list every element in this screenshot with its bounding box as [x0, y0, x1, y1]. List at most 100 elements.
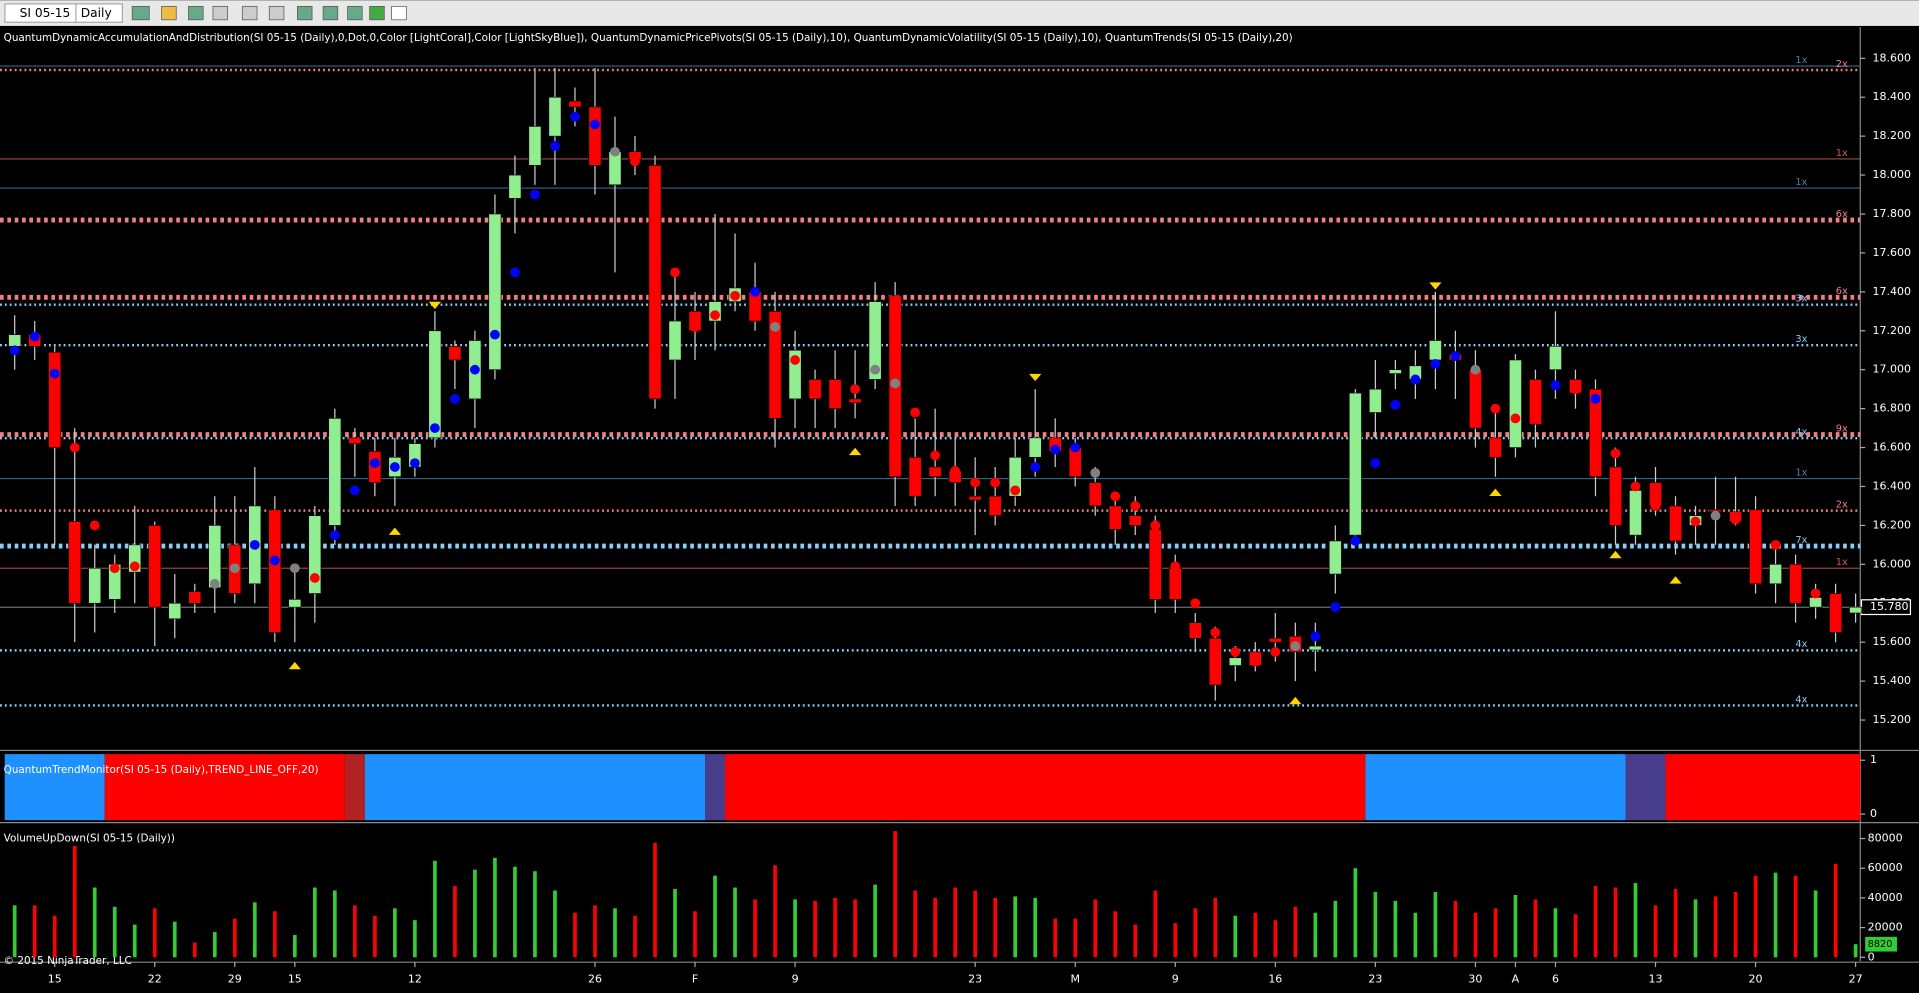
icon[interactable] [212, 5, 229, 21]
volume-bar [1593, 886, 1598, 958]
candle-body [188, 591, 202, 604]
volume-bar [172, 921, 177, 958]
x-tick-label: M [1070, 972, 1080, 985]
x-tick-label: 27 [1849, 972, 1863, 985]
signal-triangle [1609, 550, 1622, 559]
candle-body [768, 311, 782, 419]
candle-body [1749, 509, 1762, 585]
icon[interactable] [161, 5, 177, 21]
icon[interactable] [369, 5, 385, 21]
level-label: 7x [1795, 535, 1807, 546]
candle-body [1509, 359, 1522, 448]
pivot-dot [1410, 374, 1421, 385]
candle-body [288, 599, 302, 608]
volume-bar [1693, 899, 1698, 958]
volume-bar [1053, 918, 1058, 958]
pivot-dot [1390, 399, 1401, 410]
volume-bar [1293, 906, 1298, 958]
icon[interactable] [391, 5, 407, 21]
candle-body [1008, 456, 1022, 497]
pivot-dot [1290, 641, 1301, 651]
candle-body [1108, 505, 1122, 530]
pivot-dot [1310, 631, 1321, 642]
pivot-dot [269, 555, 280, 566]
instrument[interactable]: SI 05-15 [20, 6, 71, 20]
pivot-dot [9, 345, 20, 356]
volume-bar [1353, 868, 1358, 958]
period[interactable]: Daily [81, 6, 112, 20]
volume-bar [1653, 905, 1658, 958]
candle-body [48, 351, 62, 448]
indicator-caption: QuantumDynamicAccumulationAndDistributio… [4, 32, 1293, 44]
trend-title: QuantumTrendMonitor(SI 05-15 (Daily),TRE… [4, 764, 319, 776]
signal-triangle [1429, 282, 1442, 290]
y-tick-label: 15.400 [1872, 674, 1910, 687]
candle-body [1128, 515, 1142, 526]
pivot-dot [1610, 448, 1621, 459]
volume-bar [1033, 897, 1038, 958]
pivot-dot [1030, 462, 1041, 472]
x-tick-label: 23 [968, 972, 982, 985]
trend-segment [4, 754, 105, 821]
level-label: 1x [1836, 557, 1848, 568]
volume-bar [1453, 900, 1458, 958]
pivot-dot [730, 290, 740, 301]
pivot-dot [850, 384, 861, 395]
volume-last-box [1865, 936, 1897, 952]
icon[interactable] [268, 5, 285, 21]
candle-body [1328, 540, 1342, 575]
period-box[interactable] [75, 3, 123, 23]
toolbar-icons[interactable] [131, 5, 407, 21]
volume-bar [733, 887, 737, 958]
icon[interactable] [322, 5, 339, 21]
volume-bar [1113, 911, 1118, 958]
volume-bar [1673, 889, 1678, 958]
pivot-dot [1670, 510, 1681, 521]
candle-body [1589, 388, 1602, 478]
candle-body [1549, 346, 1562, 371]
volume-bar [252, 902, 257, 958]
level-label: 4x [1795, 694, 1807, 705]
pivot-dot [49, 368, 60, 379]
pivot-dot [590, 119, 600, 130]
volume-bar [132, 924, 137, 958]
volume-bar [473, 869, 477, 958]
candle-body [868, 301, 882, 380]
y-tick-label: 17.800 [1872, 207, 1910, 220]
candle-body [668, 320, 682, 361]
volume-title: VolumeUpDown(SI 05-15 (Daily)) [4, 833, 175, 845]
candle-body [1609, 466, 1622, 526]
volume-bar [1793, 875, 1798, 958]
volume-bar [873, 884, 877, 958]
candle-body [488, 213, 502, 371]
volume-bar [1613, 887, 1618, 958]
volume-bar [333, 890, 337, 958]
pivot-dot [1550, 380, 1561, 391]
pivot-dot [1110, 491, 1121, 502]
level-label: 2x [1836, 499, 1848, 510]
volume-bar [1833, 863, 1838, 958]
pivot-dot [750, 286, 760, 297]
candle-body [588, 106, 602, 166]
volume-bar [152, 908, 157, 958]
icon[interactable] [188, 5, 204, 21]
icon[interactable] [347, 5, 363, 21]
volume-bar [613, 908, 617, 958]
icon[interactable] [131, 5, 150, 21]
pivot-dot [1830, 598, 1841, 609]
candle-body [648, 165, 662, 400]
candle-body [1028, 437, 1042, 458]
icon[interactable] [297, 5, 313, 21]
pivot-dot [530, 189, 540, 200]
volume-bar [1413, 912, 1418, 958]
volume-bar [533, 871, 537, 958]
trend-tick-label: 0 [1870, 807, 1877, 820]
pivot-dot [1190, 598, 1201, 609]
volume-bar [212, 932, 217, 958]
volume-bar [573, 912, 577, 958]
volume-bar [1473, 912, 1478, 958]
candle-body [1488, 437, 1502, 458]
pivot-dot [1370, 458, 1381, 469]
candle-body [1088, 482, 1102, 507]
icon[interactable] [241, 5, 258, 21]
